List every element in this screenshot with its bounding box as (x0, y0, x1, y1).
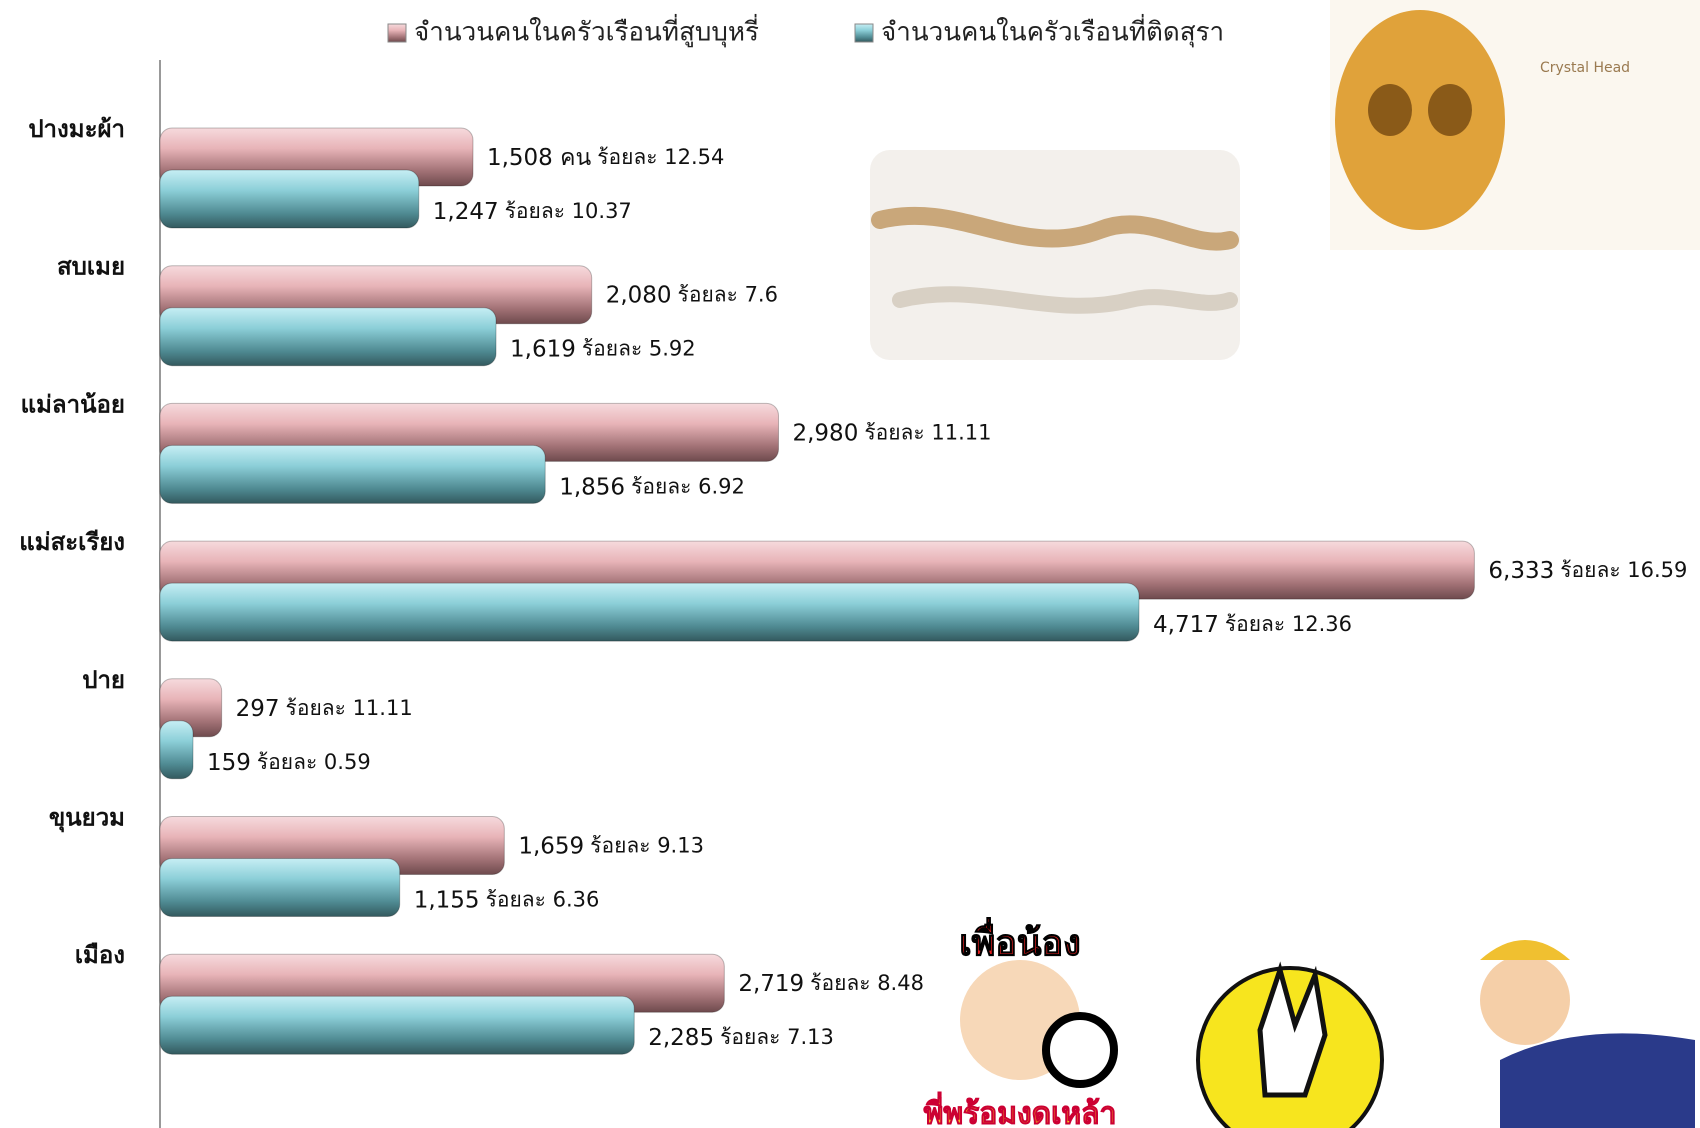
bar (159, 582, 1140, 642)
bar (159, 169, 420, 229)
percent-label: ร้อยละ 9.13 (590, 834, 704, 858)
legend-swatch (387, 23, 407, 43)
data-label: 297 ร้อยละ 11.11 (236, 695, 413, 721)
percent-label: ร้อยละ 16.59 (1560, 558, 1687, 582)
value-label: 1,508 คน (487, 145, 592, 171)
percent-label: ร้อยละ 0.59 (257, 750, 371, 774)
data-label: 1,508 คน ร้อยละ 12.54 (487, 145, 724, 171)
percent-label: ร้อยละ 11.11 (864, 420, 991, 444)
data-label: 1,247 ร้อยละ 10.37 (433, 199, 632, 225)
y-tick-label: แม่สะเรียง (19, 528, 125, 556)
data-label: 2,080 ร้อยละ 7.6 (606, 282, 778, 308)
value-label: 1,659 (518, 833, 584, 859)
percent-label: ร้อยละ 7.13 (720, 1025, 834, 1049)
data-label: 159 ร้อยละ 0.59 (207, 749, 371, 775)
percent-label: ร้อยละ 8.48 (810, 971, 924, 995)
y-tick-label: ขุนยวม (49, 804, 125, 834)
legend-swatch (854, 23, 874, 43)
bar (159, 858, 401, 917)
percent-label: ร้อยละ 11.11 (286, 696, 413, 720)
bar (159, 995, 635, 1055)
decoration-quit-sign (1196, 961, 1384, 1128)
percent-label: ร้อยละ 6.92 (631, 474, 745, 498)
value-label: 1,155 (414, 887, 480, 913)
bar (159, 720, 194, 780)
percent-label: ร้อยละ 12.36 (1225, 612, 1352, 636)
y-tick-label: ปาย (82, 666, 125, 694)
value-label: 159 (207, 749, 251, 775)
data-label: 6,333 ร้อยละ 16.59 (1488, 558, 1687, 584)
percent-label: ร้อยละ 6.36 (486, 888, 600, 912)
data-label: 1,155 ร้อยละ 6.36 (414, 887, 600, 913)
value-label: 2,980 (792, 420, 858, 446)
y-tick-label: ปางมะผ้า (28, 115, 125, 143)
data-label: 1,659 ร้อยละ 9.13 (518, 833, 704, 859)
annotation: พี่พร้อมงดเหล้า (924, 1092, 1117, 1128)
percent-label: ร้อยละ 5.92 (582, 337, 696, 361)
value-label: 4,717 (1153, 612, 1219, 638)
y-tick-label: แม่ลาน้อย (21, 390, 125, 418)
data-label: 4,717 ร้อยละ 12.36 (1153, 612, 1352, 638)
data-label: 2,719 ร้อยละ 8.48 (738, 971, 924, 997)
decoration-exercise (1480, 940, 1695, 1128)
value-label: 1,619 (510, 336, 576, 362)
value-label: 6,333 (1488, 558, 1554, 584)
decoration-cigarettes (870, 150, 1240, 360)
legend-label: จำนวนคนในครัวเรือนที่ติดสุรา (881, 14, 1224, 48)
decoration-kid: เพื่อน้อง พี่พร้อมงดเหล้า (923, 917, 1118, 1128)
bar (159, 307, 497, 367)
percent-label: ร้อยละ 10.37 (505, 199, 632, 223)
value-label: 297 (236, 695, 280, 721)
data-label: 2,980 ร้อยละ 11.11 (792, 420, 991, 446)
bar (159, 444, 546, 504)
data-label: 1,856 ร้อยละ 6.92 (559, 474, 745, 500)
annotation: Crystal Head (1540, 60, 1630, 76)
value-label: 2,719 (738, 971, 804, 997)
data-label: 1,619 ร้อยละ 5.92 (510, 336, 696, 362)
decoration-skull: Crystal Head (1330, 0, 1700, 250)
data-label: 2,285 ร้อยละ 7.13 (648, 1025, 834, 1051)
legend-label: จำนวนคนในครัวเรือนที่สูบบุหรี่ (414, 14, 759, 48)
percent-label: ร้อยละ 12.54 (597, 145, 724, 169)
value-label: 1,247 (433, 199, 499, 225)
percent-label: ร้อยละ 7.6 (678, 283, 778, 307)
value-label: 2,285 (648, 1025, 714, 1051)
y-tick-label: เมือง (75, 941, 125, 969)
annotation: เพื่อน้อง (959, 917, 1080, 964)
value-label: 1,856 (559, 474, 625, 500)
plot: จำนวนคนในครัวเรือนที่สูบบุหรี่ จำนวนคนในค… (19, 14, 1687, 1055)
value-label: 2,080 (606, 282, 672, 308)
y-tick-label: สบเมย (57, 253, 125, 281)
